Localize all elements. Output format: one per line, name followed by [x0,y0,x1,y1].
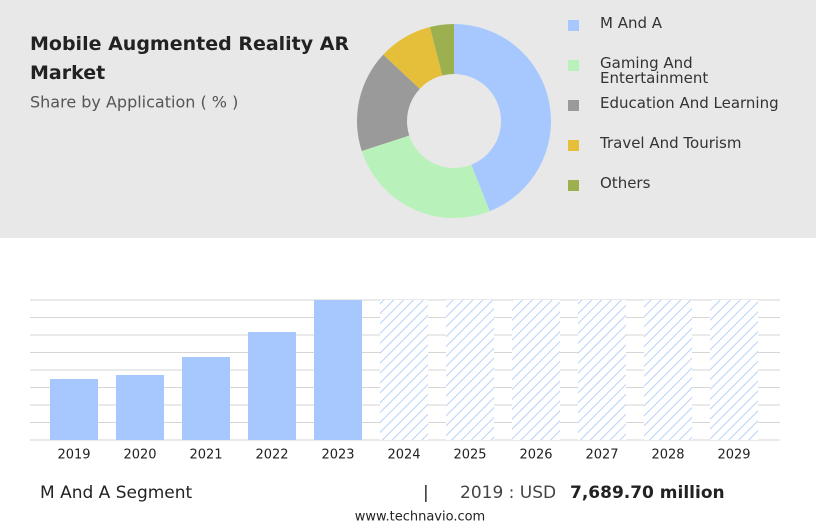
forecast-bar [644,300,692,440]
pie-slice [357,54,420,151]
legend-label: Gaming And Entertainment [600,54,709,87]
x-tick-label: 2025 [453,448,486,463]
legend-item: Travel And Tourism [568,136,800,151]
forecast-bar [710,300,758,440]
bar [50,379,98,440]
footer-source: www.technavio.com [355,510,485,525]
forecast-bar [380,300,428,440]
x-tick-label: 2021 [189,448,222,463]
bar [182,357,230,440]
legend-item: M And A [568,16,800,31]
x-tick-label: 2024 [387,448,420,463]
pie-slice [361,135,490,218]
bar [314,300,362,440]
legend-swatch [568,140,579,151]
legend-swatch [568,60,579,71]
x-tick-label: 2027 [585,448,618,463]
legend-item: Gaming And Entertainment [568,56,720,86]
pie-slice [429,24,454,76]
legend-label: Others [600,174,651,192]
legend-swatch [568,180,579,191]
legend-item: Education And Learning [568,96,800,111]
legend-item: Others [568,176,800,191]
legend-label: M And A [600,14,663,32]
footer-year: 2019 : USD [460,483,556,503]
pie-slice [383,27,443,89]
pie-slice [454,24,551,212]
footer-separator: | [423,483,429,503]
forecast-bar [578,300,626,440]
donut [357,24,551,218]
x-tick-label: 2026 [519,448,552,463]
x-tick-label: 2029 [717,448,750,463]
x-tick-label: 2020 [123,448,156,463]
bar [248,331,296,440]
legend-swatch [568,20,579,31]
forecast-bar [512,300,560,440]
footer-value: 7,689.70 million [570,483,725,503]
x-tick-label: 2028 [651,448,684,463]
x-tick-label: 2023 [321,448,354,463]
x-tick-label: 2022 [255,448,288,463]
x-tick-label: 2019 [57,448,90,463]
legend-label: Education And Learning [600,94,779,112]
forecast-bar [446,300,494,440]
chart-title: Mobile Augmented Reality AR Market [30,33,356,84]
chart-subtitle: Share by Application ( % ) [30,93,238,112]
legend-swatch [568,100,579,111]
legend-label: Travel And Tourism [600,134,742,152]
bar-chart: 2019 2020 2021 2022 2023 2024 2025 2026 2027 2028… [30,299,780,463]
footer-segment: M And A Segment [40,483,193,503]
bar [116,375,164,440]
